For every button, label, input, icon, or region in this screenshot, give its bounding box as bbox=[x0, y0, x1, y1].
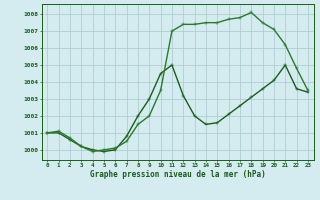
X-axis label: Graphe pression niveau de la mer (hPa): Graphe pression niveau de la mer (hPa) bbox=[90, 170, 266, 179]
